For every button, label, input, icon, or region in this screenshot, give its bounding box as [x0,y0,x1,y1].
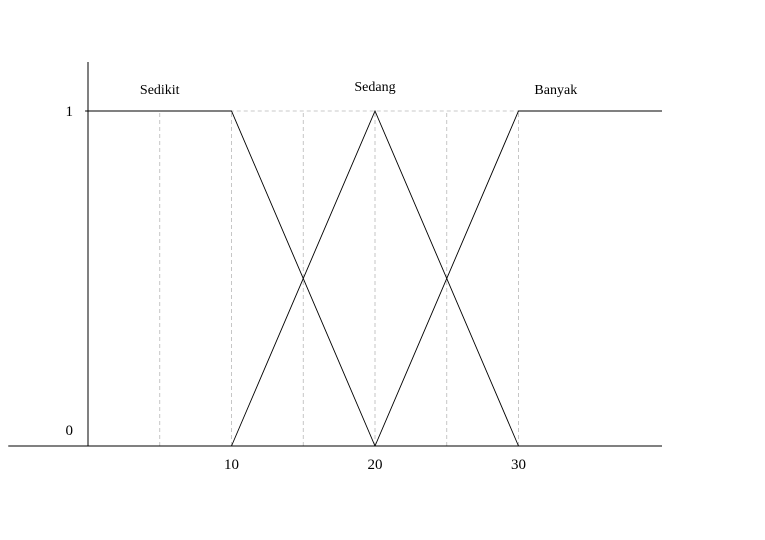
x-tick-label: 20 [368,457,383,473]
guide-lines [159,110,519,446]
membership-series [85,109,662,447]
set-label-sedikit: Sedikit [140,83,180,98]
x-tick-label: 30 [511,457,526,473]
y-tick-label: 0 [66,423,74,439]
y-tick-label: 1 [66,104,74,120]
x-tick-label: 10 [224,457,239,473]
axes [8,62,662,447]
series-banyak-line [374,110,662,447]
series-sedang-line [231,109,519,447]
set-label-banyak: Banyak [534,83,577,98]
set-label-sedang: Sedang [354,80,395,95]
set-labels: Sedikit Sedang Banyak [140,80,577,98]
tick-labels: 10 20 30 0 1 [66,104,527,473]
series-sedikit-line [85,110,376,447]
